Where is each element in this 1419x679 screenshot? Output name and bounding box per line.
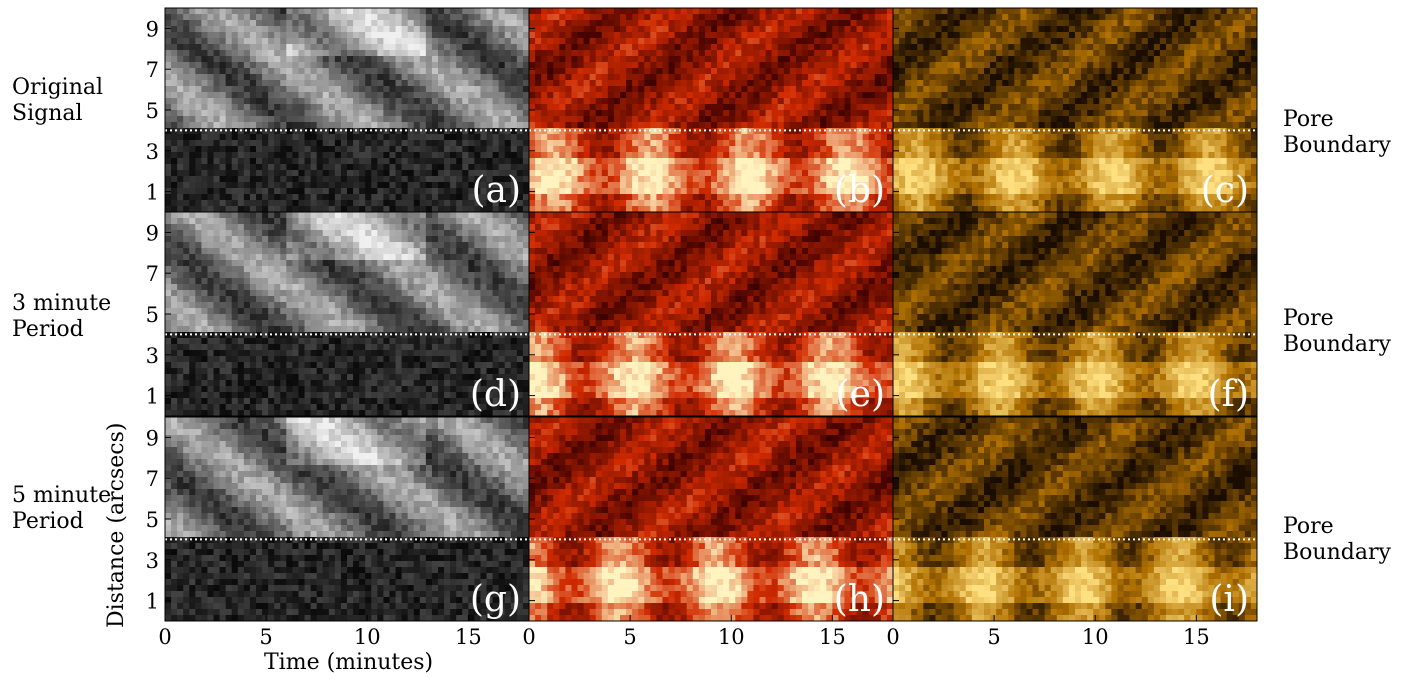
panel-label: (f) <box>1208 374 1249 415</box>
side-label-pore-boundary-3: Pore Boundary <box>1283 514 1391 566</box>
x-tick-label: 0 <box>522 625 535 649</box>
x-tick-label: 5 <box>259 625 272 649</box>
heatmap-texture <box>529 417 893 621</box>
y-tick-label: 7 <box>146 58 159 82</box>
panel-f: (f) <box>892 211 1258 417</box>
x-tick-label: 0 <box>158 625 171 649</box>
x-tick-label: 15 <box>455 625 482 649</box>
panel-label: (e) <box>836 374 885 415</box>
row-label-line1: 3 minute <box>12 291 112 316</box>
y-tick-label: 1 <box>146 181 159 205</box>
panel-d: (d) <box>164 211 530 417</box>
panels-layer: (a) (b) (c) (d) (e) (f) (g) (h) (i) <box>164 7 1258 622</box>
x-tick-label: 10 <box>354 625 381 649</box>
y-tick-label: 7 <box>146 467 159 491</box>
y-tick-label: 9 <box>146 17 159 41</box>
panel-b: (b) <box>528 7 894 213</box>
panel-c: (c) <box>892 7 1258 213</box>
heatmap-texture <box>165 8 529 212</box>
y-tick-label: 5 <box>146 99 159 123</box>
side-label-line2: Boundary <box>1283 540 1391 565</box>
panel-g: (g) <box>164 416 530 622</box>
row-label-original: Original Signal <box>12 75 103 127</box>
x-tick-label: 5 <box>623 625 636 649</box>
row-label-line1: Original <box>12 75 104 100</box>
panel-a: (a) <box>164 7 530 213</box>
panel-label: (a) <box>471 170 521 211</box>
row-label-line2: Signal <box>12 101 83 126</box>
y-tick-label: 1 <box>146 590 159 614</box>
side-label-line1: Pore <box>1283 306 1334 331</box>
y-tick-label: 3 <box>146 140 159 164</box>
x-axis-title: Time (minutes) <box>264 650 434 675</box>
x-tick-label: 10 <box>1082 625 1109 649</box>
x-tick-label: 0 <box>886 625 899 649</box>
side-label-pore-boundary-2: Pore Boundary <box>1283 306 1391 358</box>
y-tick-label: 3 <box>146 549 159 573</box>
heatmap-texture <box>893 8 1257 212</box>
panel-label: (h) <box>834 579 885 620</box>
row-label-3min: 3 minute Period <box>12 291 111 343</box>
panel-label: (i) <box>1209 579 1249 620</box>
row-label-line2: Period <box>12 317 84 342</box>
y-tick-label: 9 <box>146 426 159 450</box>
panel-e: (e) <box>528 211 894 417</box>
heatmap-texture <box>893 417 1257 621</box>
row-label-5min: 5 minute Period <box>12 483 111 535</box>
panel-label: (c) <box>1201 170 1249 211</box>
y-axis-title: Distance (arcsecs) <box>104 422 129 628</box>
panel-h: (h) <box>528 416 894 622</box>
y-tick-label: 5 <box>146 508 159 532</box>
side-label-line1: Pore <box>1283 514 1334 539</box>
row-label-line2: Period <box>12 509 84 534</box>
y-tick-label: 1 <box>146 385 159 409</box>
y-tick-label: 9 <box>146 221 159 245</box>
heatmap-texture <box>893 212 1257 416</box>
panel-label: (d) <box>470 374 521 415</box>
y-tick-label: 3 <box>146 344 159 368</box>
heatmap-texture <box>529 212 893 416</box>
side-label-pore-boundary-1: Pore Boundary <box>1283 107 1391 159</box>
panel-label: (b) <box>834 170 885 211</box>
ticks-layer: 1 3 5 7 9 1 3 5 7 9 1 3 5 7 9 0 5 10 15 0 5 10 15 0 5 10 15 <box>146 17 1210 649</box>
x-tick-label: 10 <box>718 625 745 649</box>
x-tick-label: 15 <box>819 625 846 649</box>
x-tick-label: 5 <box>987 625 1000 649</box>
row-label-line1: 5 minute <box>12 483 112 508</box>
side-label-line2: Boundary <box>1283 332 1391 357</box>
panel-label: (g) <box>470 579 521 620</box>
panel-i: (i) <box>892 416 1258 622</box>
side-label-line1: Pore <box>1283 107 1334 132</box>
y-tick-label: 7 <box>146 262 159 286</box>
x-tick-label: 15 <box>1183 625 1210 649</box>
side-label-line2: Boundary <box>1283 133 1391 158</box>
heatmap-texture <box>165 212 529 416</box>
y-tick-label: 5 <box>146 303 159 327</box>
heatmap-texture <box>529 8 893 212</box>
